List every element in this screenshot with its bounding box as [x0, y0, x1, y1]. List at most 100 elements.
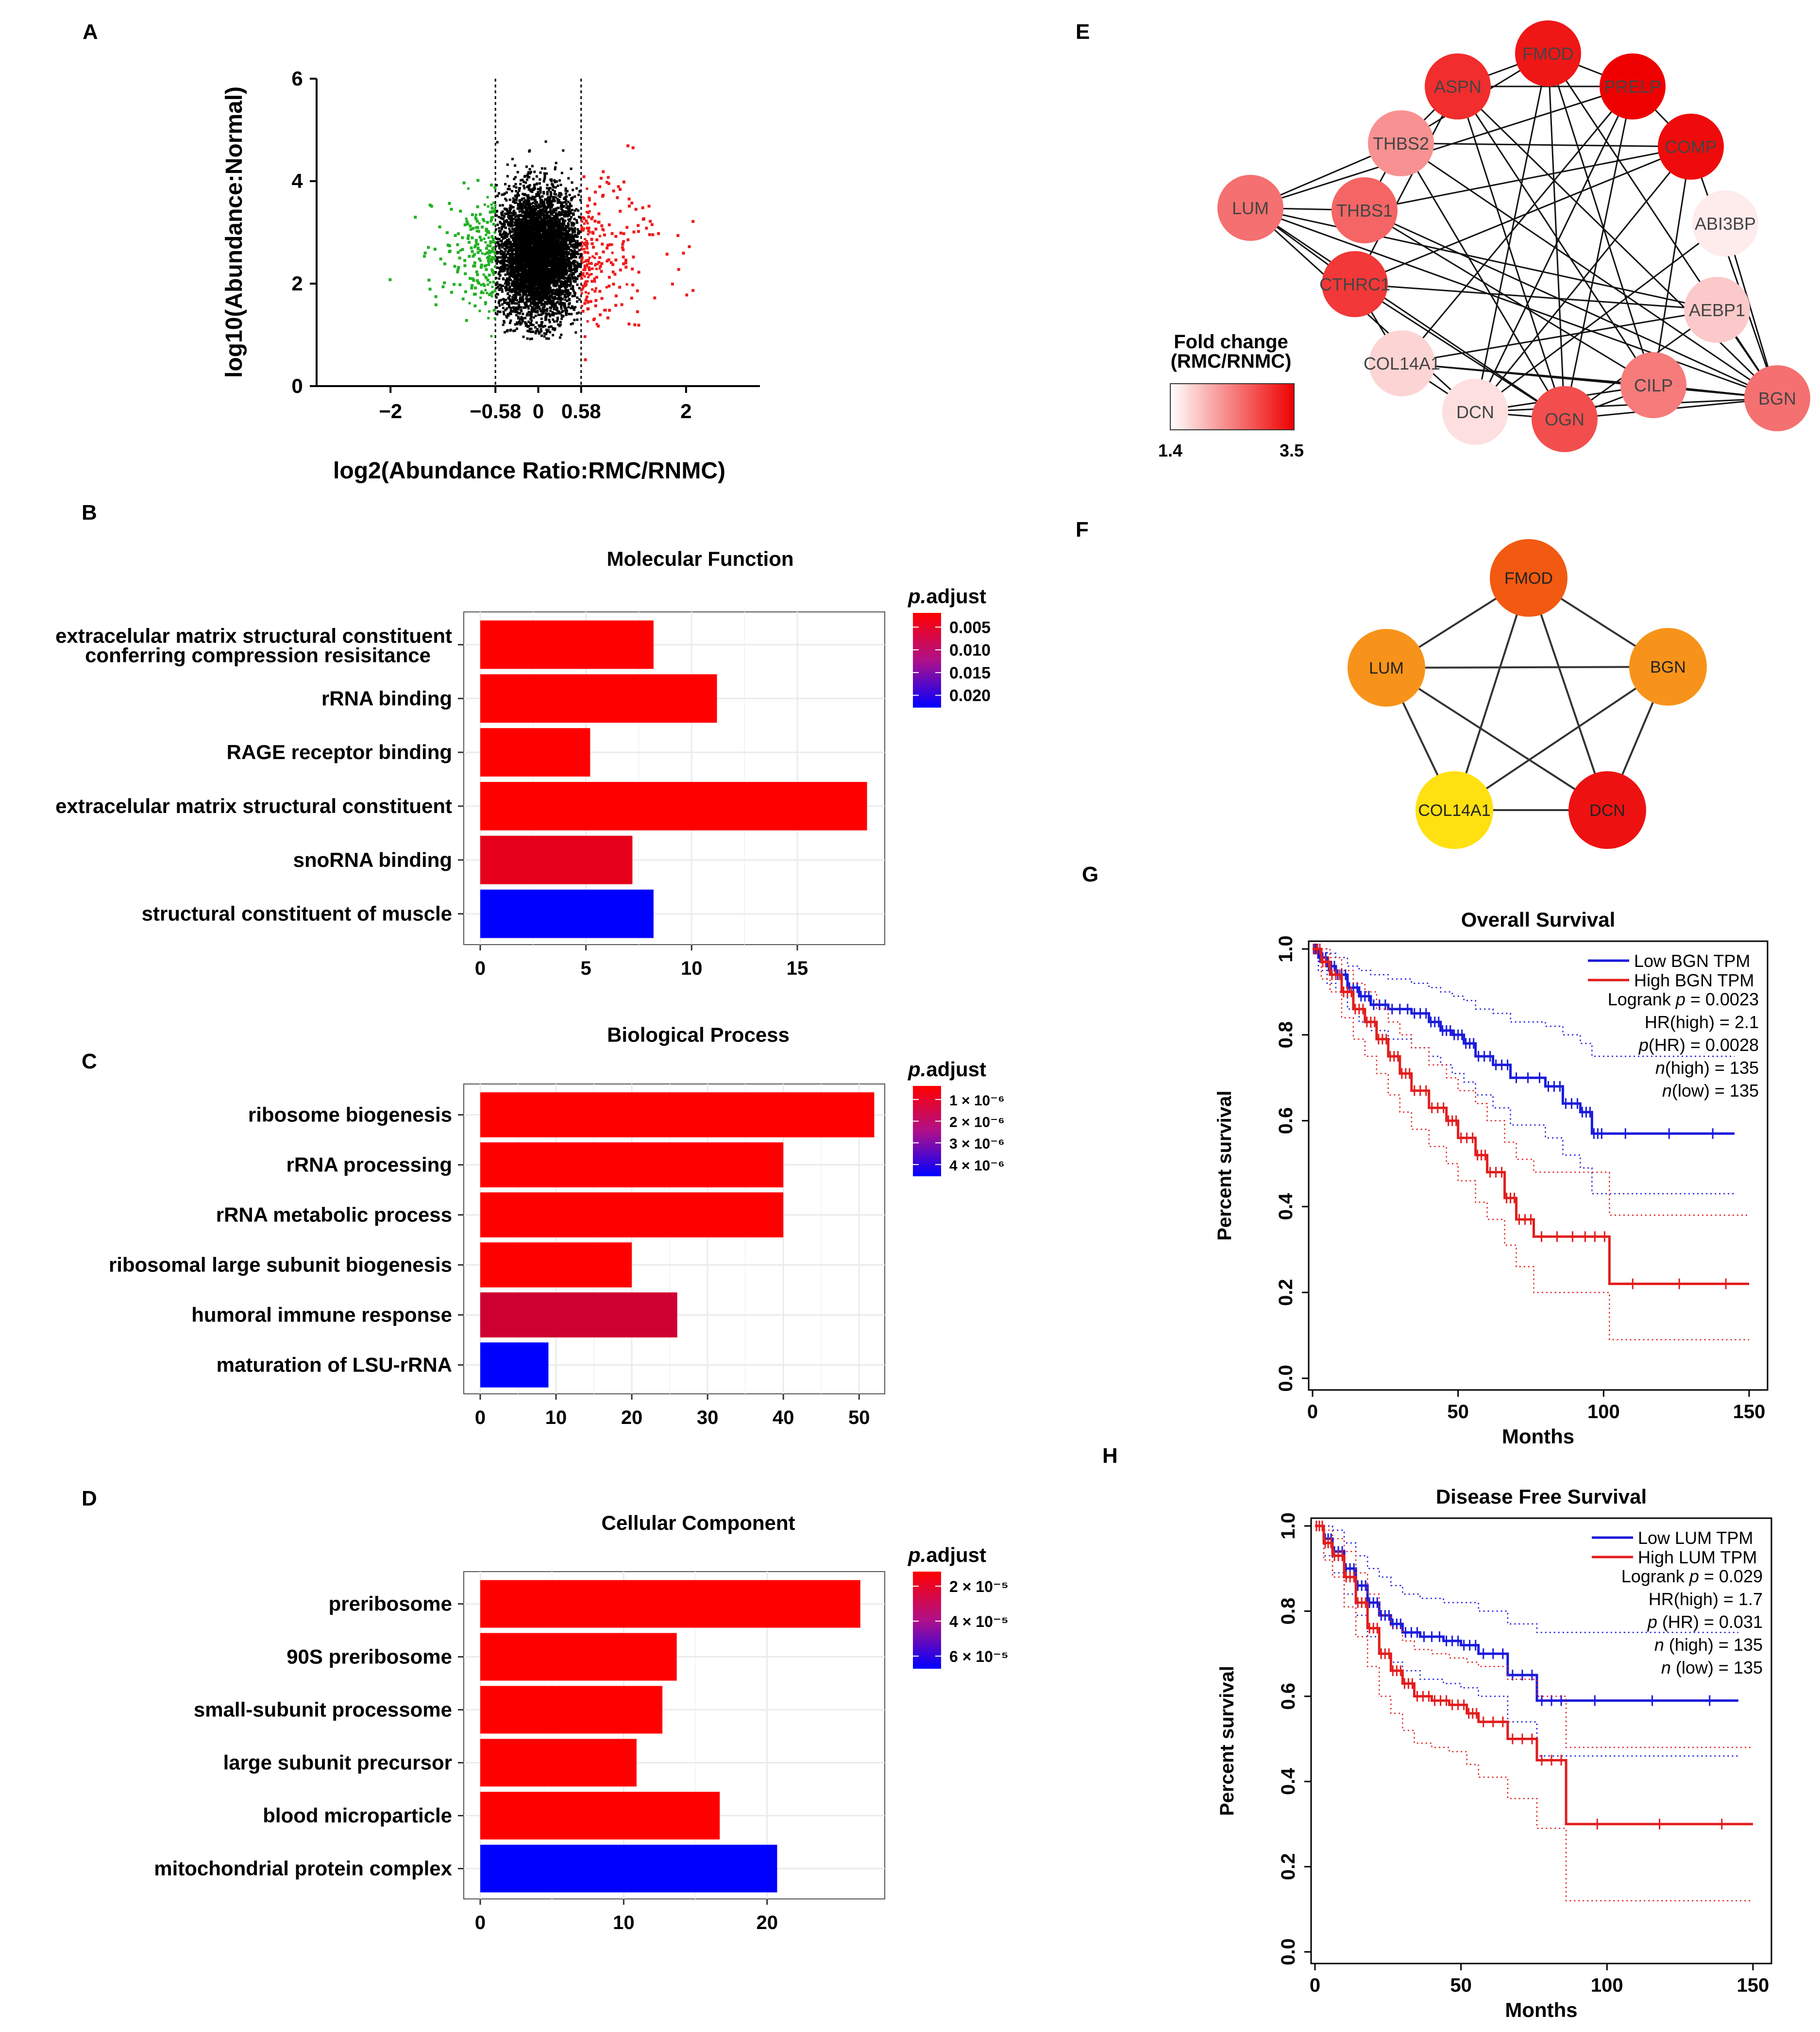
data-point [555, 289, 557, 291]
data-point [551, 304, 554, 306]
data-point [521, 282, 523, 285]
data-point [557, 207, 560, 209]
data-point [576, 284, 578, 286]
data-point [496, 223, 499, 226]
data-point [506, 281, 508, 283]
data-point [515, 235, 517, 237]
data-point [583, 222, 586, 225]
data-point [498, 300, 501, 302]
data-point [528, 278, 531, 280]
data-point [534, 240, 536, 243]
data-point [504, 207, 506, 210]
data-point [537, 275, 539, 277]
data-point [555, 271, 557, 273]
data-point [544, 168, 546, 170]
data-point [546, 297, 548, 300]
data-point [546, 313, 548, 316]
data-point [554, 296, 556, 299]
data-point [558, 199, 560, 202]
data-point [548, 277, 551, 279]
data-point [569, 236, 571, 238]
data-point [544, 198, 546, 201]
data-point [519, 300, 522, 303]
data-point [579, 272, 582, 275]
data-point [518, 248, 521, 251]
data-point [536, 175, 538, 178]
data-point [506, 175, 509, 177]
data-point [561, 302, 563, 304]
data-point [540, 296, 542, 299]
data-point [567, 232, 569, 235]
data-point [496, 210, 498, 212]
data-point [526, 173, 529, 176]
data-point [534, 326, 537, 329]
data-point [530, 198, 533, 201]
data-point [548, 256, 551, 258]
data-point [493, 309, 495, 311]
data-point [569, 273, 572, 276]
data-point [538, 194, 540, 196]
data-point [539, 290, 541, 293]
data-point [495, 214, 498, 217]
data-point [543, 332, 546, 335]
data-point [572, 252, 574, 254]
data-point [465, 218, 468, 220]
data-point [548, 262, 551, 265]
data-point [506, 316, 508, 319]
data-point [531, 165, 534, 168]
data-point [575, 236, 577, 238]
data-point [567, 247, 570, 250]
data-point [555, 209, 557, 212]
data-point [548, 211, 550, 213]
data-point [542, 290, 545, 293]
data-point [521, 209, 523, 212]
data-point [573, 218, 576, 220]
data-point [503, 302, 506, 304]
data-point [504, 273, 506, 276]
data-point [593, 256, 596, 259]
data-point [611, 252, 614, 254]
data-point [554, 234, 556, 237]
data-point [543, 217, 545, 219]
data-point [573, 289, 575, 292]
data-point [492, 202, 495, 204]
data-point [541, 167, 543, 169]
data-point [509, 329, 512, 331]
data-point [528, 311, 530, 313]
data-point [534, 233, 537, 236]
data-point [582, 286, 585, 288]
data-point [498, 243, 500, 246]
data-point [544, 325, 546, 327]
data-point [490, 269, 493, 271]
data-point [578, 190, 581, 193]
data-point [563, 229, 565, 232]
data-point [528, 244, 530, 247]
data-point [550, 191, 552, 193]
data-point [536, 226, 539, 228]
data-point [560, 205, 562, 207]
data-point [556, 202, 559, 204]
data-point [499, 230, 502, 233]
data-point [487, 245, 489, 247]
data-point [564, 280, 567, 282]
data-point [553, 321, 556, 323]
data-point [507, 188, 509, 190]
data-point [539, 245, 541, 248]
data-point [517, 207, 519, 210]
data-point [506, 240, 508, 242]
data-point [557, 323, 559, 326]
data-point [487, 284, 489, 286]
data-point [489, 245, 492, 247]
data-point [545, 337, 548, 339]
data-point [510, 205, 513, 208]
data-point [526, 195, 529, 197]
data-point [587, 212, 590, 214]
data-point [543, 285, 546, 288]
data-point [595, 287, 597, 289]
data-point [500, 217, 503, 219]
data-point [486, 292, 488, 294]
data-point [532, 324, 535, 326]
data-point [562, 234, 565, 236]
data-point [545, 205, 547, 208]
data-point [540, 328, 542, 330]
